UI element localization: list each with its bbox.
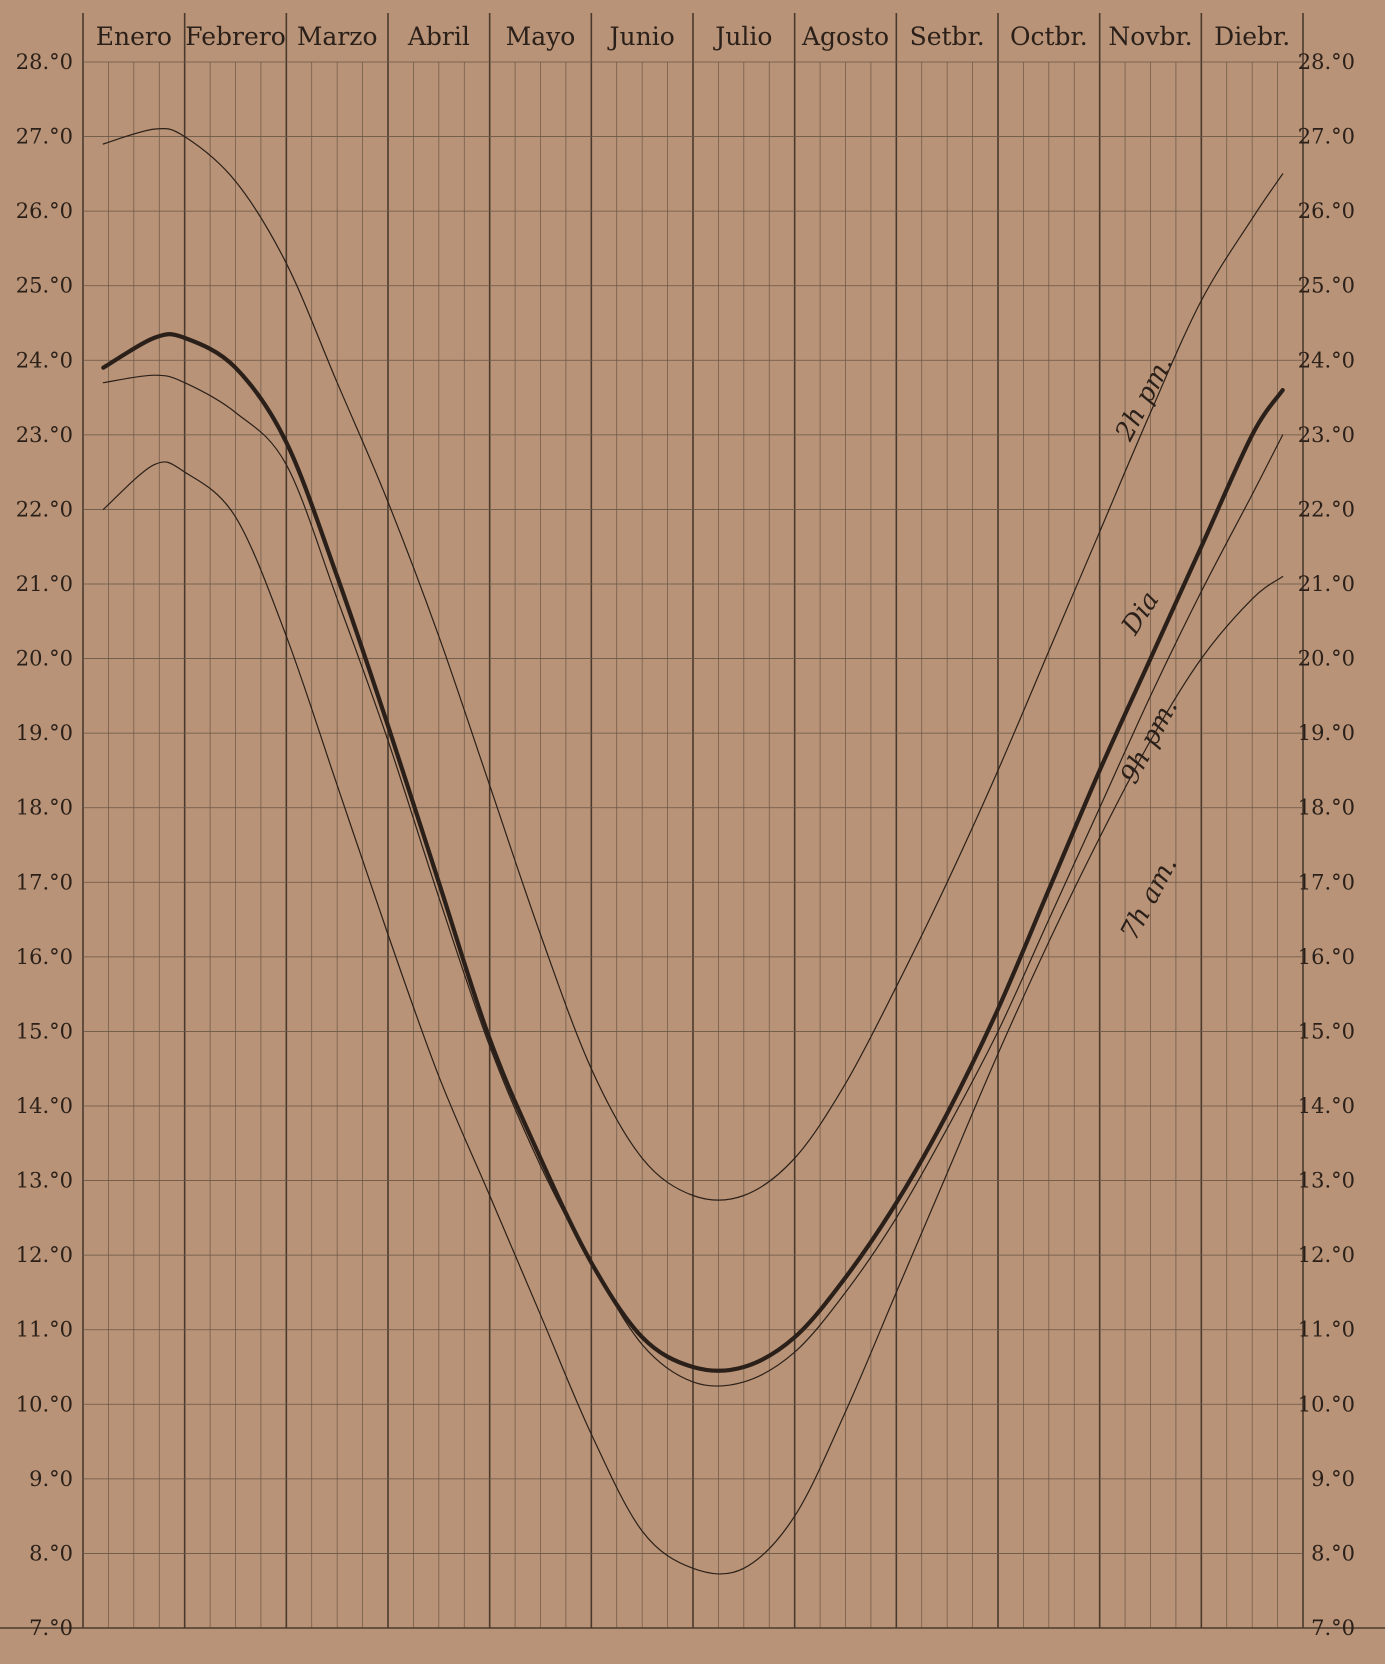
month-label: Febrero [185,22,286,51]
y-tick-label-left: 19.°0 [16,721,73,745]
y-tick-label-right: 26.°0 [1298,199,1355,223]
month-label: Abril [407,22,470,51]
month-labels: Enero Febrero Marzo Abril Mayo Junio Julio Agos… [96,22,1290,51]
y-tick-label-right: 11.°0 [1298,1318,1355,1342]
y-tick-label-left: 23.°0 [16,423,73,447]
y-tick-label-left: 15.°0 [16,1019,73,1043]
y-tick-label-right: 23.°0 [1298,423,1355,447]
y-tick-label-left: 7.°0 [29,1616,73,1640]
y-tick-label-left: 11.°0 [16,1318,73,1342]
y-tick-label-left: 21.°0 [16,572,73,596]
y-tick-label-right: 15.°0 [1298,1019,1355,1043]
y-tick-label-right: 17.°0 [1298,870,1355,894]
y-tick-label-right: 16.°0 [1298,945,1355,969]
y-tick-labels: 28.°0 27.°0 26.°0 25.°0 24.°0 23.°0 22.°0 21.°0… [16,50,1355,1640]
y-tick-label-right: 21.°0 [1298,572,1355,596]
month-label: Agosto [801,22,889,51]
y-tick-label-left: 22.°0 [16,497,73,521]
month-label: Marzo [297,22,378,51]
month-label: Julio [712,22,772,51]
y-tick-label-right: 7.°0 [1311,1616,1355,1640]
month-label: Octbr. [1010,22,1088,51]
y-tick-label-left: 9.°0 [29,1467,73,1491]
y-tick-label-left: 18.°0 [16,796,73,820]
y-tick-label-left: 17.°0 [16,870,73,894]
y-tick-label-right: 24.°0 [1298,348,1355,372]
month-label: Enero [96,22,172,51]
y-tick-label-left: 13.°0 [16,1169,73,1193]
y-tick-label-right: 12.°0 [1298,1243,1355,1267]
y-tick-label-left: 16.°0 [16,945,73,969]
month-label: Mayo [506,22,576,51]
y-tick-label-right: 14.°0 [1298,1094,1355,1118]
series-lines [101,127,1285,1575]
y-tick-label-left: 8.°0 [29,1541,73,1565]
y-tick-label-left: 24.°0 [16,348,73,372]
y-tick-label-right: 22.°0 [1298,497,1355,521]
month-label: Setbr. [910,22,985,51]
y-tick-label-left: 10.°0 [16,1392,73,1416]
y-tick-label-right: 20.°0 [1298,647,1355,671]
y-tick-label-left: 28.°0 [16,50,73,74]
y-tick-label-left: 26.°0 [16,199,73,223]
y-tick-label-right: 28.°0 [1298,50,1355,74]
y-tick-label-right: 19.°0 [1298,721,1355,745]
series-line-2h-pm [102,127,1284,1201]
grid [0,13,1385,1629]
y-tick-label-right: 8.°0 [1311,1541,1355,1565]
y-tick-label-left: 25.°0 [16,274,73,298]
y-tick-label-right: 27.°0 [1298,125,1355,149]
series-line-9h-pm [102,374,1284,1387]
series-line-dia [101,332,1285,1373]
y-tick-label-right: 25.°0 [1298,274,1355,298]
month-label: Novbr. [1108,22,1192,51]
y-tick-label-right: 18.°0 [1298,796,1355,820]
y-tick-label-right: 9.°0 [1311,1467,1355,1491]
y-tick-label-left: 27.°0 [16,125,73,149]
y-tick-label-left: 20.°0 [16,647,73,671]
series-line-7h-am [102,461,1284,1575]
y-tick-label-left: 12.°0 [16,1243,73,1267]
y-tick-label-right: 13.°0 [1298,1169,1355,1193]
y-tick-label-right: 10.°0 [1298,1392,1355,1416]
month-label: Diebr. [1214,22,1290,51]
month-label: Junio [607,22,675,51]
y-tick-label-left: 14.°0 [16,1094,73,1118]
